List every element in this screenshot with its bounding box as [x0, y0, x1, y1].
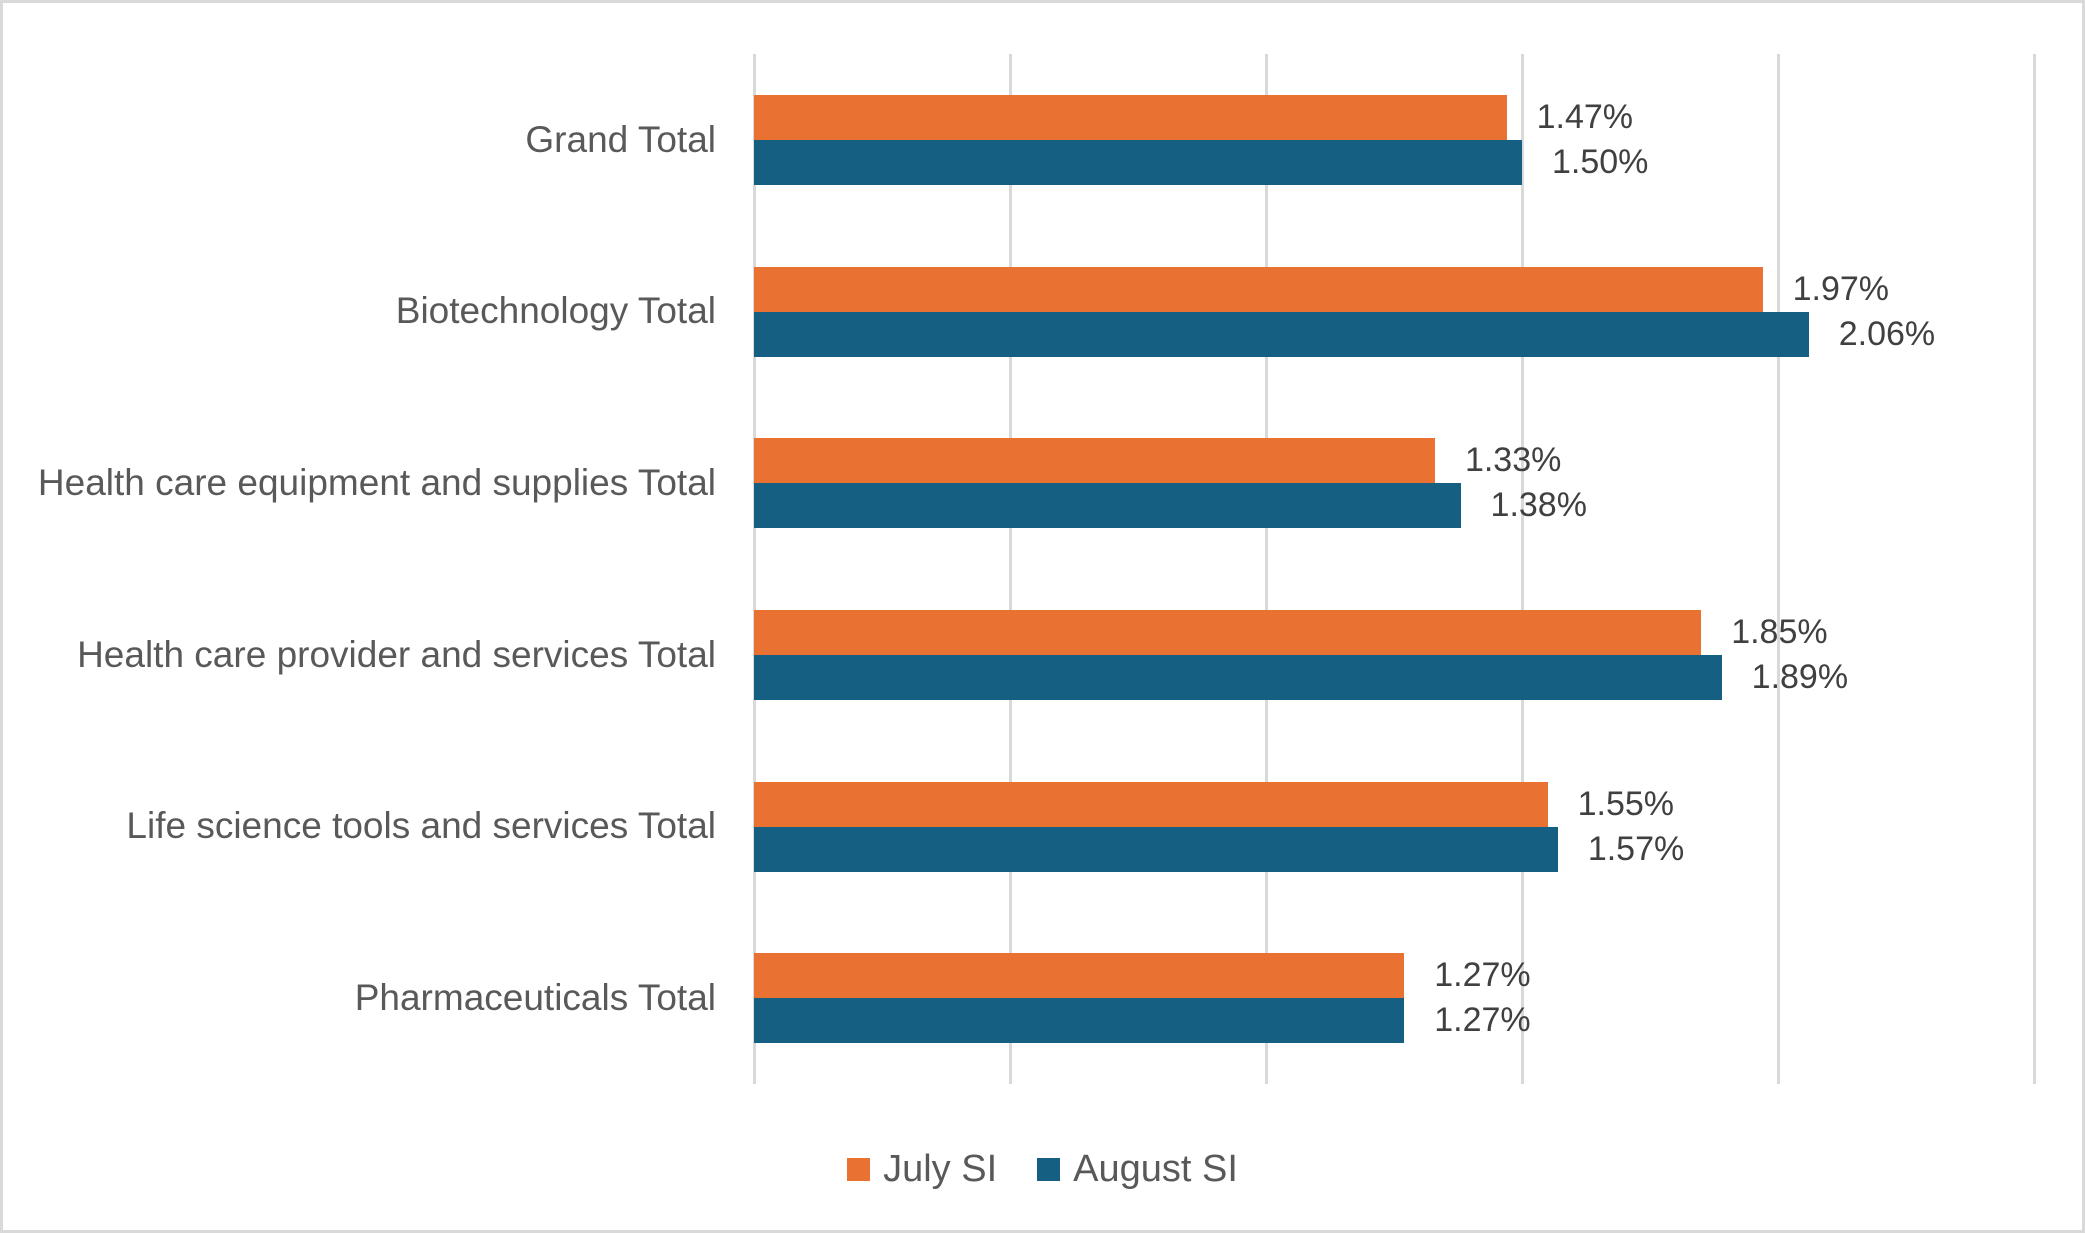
- bar-july-si: [754, 781, 1548, 827]
- legend-label: August SI: [1073, 1147, 1238, 1190]
- value-label: 1.27%: [1434, 956, 1531, 995]
- value-label: 1.89%: [1751, 657, 1849, 696]
- value-label: 1.50%: [1552, 142, 1649, 181]
- gridline: [1777, 54, 1780, 1084]
- bar-august-si: [754, 654, 1722, 700]
- value-label: 1.55%: [1577, 784, 1674, 823]
- bar-july-si: [754, 438, 1435, 484]
- category-label: Health care equipment and supplies Total: [37, 462, 716, 504]
- value-label: 1.33%: [1464, 441, 1562, 480]
- bar-august-si: [754, 139, 1522, 185]
- bar-august-si: [754, 826, 1558, 872]
- value-label: 1.85%: [1731, 612, 1828, 651]
- gridline: [1521, 54, 1524, 1084]
- legend-swatch-icon: [1037, 1157, 1061, 1181]
- value-label: 1.27%: [1434, 1001, 1531, 1040]
- value-label: 1.57%: [1587, 829, 1685, 868]
- category-label: Life science tools and services Total: [126, 805, 716, 847]
- bar-august-si: [754, 483, 1461, 529]
- bar-august-si: [754, 998, 1405, 1044]
- legend-label: July SI: [883, 1147, 998, 1190]
- legend: July SI August SI: [3, 1143, 2082, 1195]
- value-label: 2.06%: [1838, 314, 1936, 353]
- bar-august-si: [754, 311, 1809, 357]
- bar-july-si: [754, 266, 1763, 312]
- gridline: [1265, 54, 1268, 1084]
- category-label: Biotechnology Total: [395, 290, 716, 332]
- legend-swatch-icon: [847, 1157, 871, 1181]
- legend-item-july-si: July SI: [847, 1148, 997, 1191]
- category-label: Health care provider and services Total: [77, 633, 716, 675]
- bar-july-si: [754, 609, 1702, 655]
- category-label: Grand Total: [525, 118, 716, 160]
- value-label: 1.38%: [1490, 486, 1587, 525]
- legend-item-august-si: August SI: [1037, 1148, 1238, 1191]
- bar-july-si: [754, 94, 1507, 140]
- gridline: [2033, 54, 2036, 1084]
- value-label: 1.47%: [1536, 97, 1634, 136]
- value-label: 1.97%: [1792, 269, 1890, 308]
- gridline: [1009, 54, 1012, 1084]
- category-label: Pharmaceuticals Total: [354, 977, 716, 1019]
- gridline: [753, 54, 756, 1084]
- bar-july-si: [754, 953, 1405, 999]
